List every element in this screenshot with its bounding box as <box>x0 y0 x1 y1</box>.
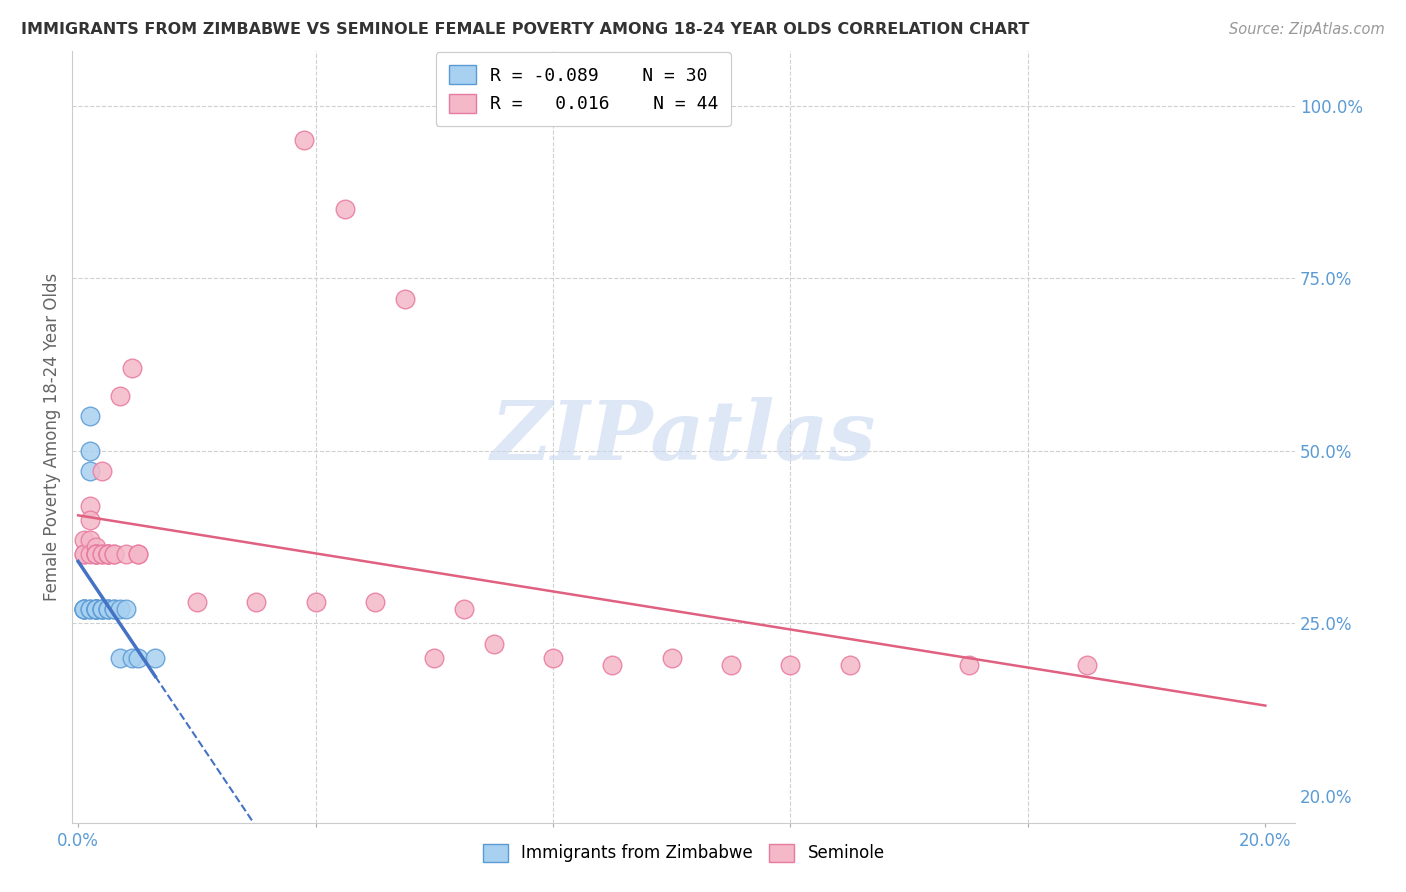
Point <box>79 499 101 513</box>
Point <box>79 602 101 616</box>
Point <box>143 650 166 665</box>
Point <box>90 547 112 561</box>
Point <box>127 650 149 665</box>
Point <box>103 547 125 561</box>
Point <box>73 533 96 548</box>
Point <box>73 602 96 616</box>
Point <box>97 547 120 561</box>
Point <box>186 595 208 609</box>
Point <box>79 547 101 561</box>
Point <box>97 547 120 561</box>
Point <box>79 443 101 458</box>
Point <box>103 547 125 561</box>
Point <box>73 547 96 561</box>
Point <box>114 602 136 616</box>
Point <box>364 595 387 609</box>
Point <box>720 657 742 672</box>
Point <box>108 650 131 665</box>
Point <box>84 547 107 561</box>
Point <box>453 602 475 616</box>
Point <box>73 602 96 616</box>
Point <box>541 650 564 665</box>
Point <box>90 602 112 616</box>
Point <box>90 602 112 616</box>
Point <box>84 547 107 561</box>
Point <box>90 602 112 616</box>
Point <box>838 657 860 672</box>
Point <box>121 361 143 376</box>
Point <box>73 547 96 561</box>
Point <box>103 602 125 616</box>
Point <box>957 657 980 672</box>
Text: ZIPatlas: ZIPatlas <box>491 397 876 477</box>
Point <box>602 657 624 672</box>
Point <box>79 465 101 479</box>
Point <box>97 547 120 561</box>
Point <box>779 657 801 672</box>
Point <box>661 650 683 665</box>
Point <box>97 547 120 561</box>
Point <box>423 650 446 665</box>
Point <box>84 547 107 561</box>
Point <box>84 602 107 616</box>
Point <box>97 602 120 616</box>
Point <box>335 202 357 217</box>
Point <box>108 388 131 402</box>
Point <box>114 547 136 561</box>
Point <box>245 595 267 609</box>
Point <box>84 547 107 561</box>
Point <box>79 602 101 616</box>
Point <box>90 602 112 616</box>
Point <box>90 547 112 561</box>
Text: IMMIGRANTS FROM ZIMBABWE VS SEMINOLE FEMALE POVERTY AMONG 18-24 YEAR OLDS CORREL: IMMIGRANTS FROM ZIMBABWE VS SEMINOLE FEM… <box>21 22 1029 37</box>
Point <box>90 465 112 479</box>
Y-axis label: Female Poverty Among 18-24 Year Olds: Female Poverty Among 18-24 Year Olds <box>44 273 60 601</box>
Point <box>127 547 149 561</box>
Point <box>79 513 101 527</box>
Point <box>108 602 131 616</box>
Point <box>79 409 101 424</box>
Point <box>84 602 107 616</box>
Point <box>84 602 107 616</box>
Point <box>121 650 143 665</box>
Point <box>127 547 149 561</box>
Point <box>292 133 315 147</box>
Text: Source: ZipAtlas.com: Source: ZipAtlas.com <box>1229 22 1385 37</box>
Point <box>394 292 416 306</box>
Point <box>304 595 326 609</box>
Point <box>84 602 107 616</box>
Point <box>84 602 107 616</box>
Point <box>73 602 96 616</box>
Point <box>97 602 120 616</box>
Point <box>84 602 107 616</box>
Point <box>73 602 96 616</box>
Point <box>79 533 101 548</box>
Point <box>84 541 107 555</box>
Point <box>97 602 120 616</box>
Legend: R = -0.089    N = 30, R =   0.016    N = 44: R = -0.089 N = 30, R = 0.016 N = 44 <box>436 52 731 126</box>
Point <box>1076 657 1098 672</box>
Point <box>103 602 125 616</box>
Point <box>482 637 505 651</box>
